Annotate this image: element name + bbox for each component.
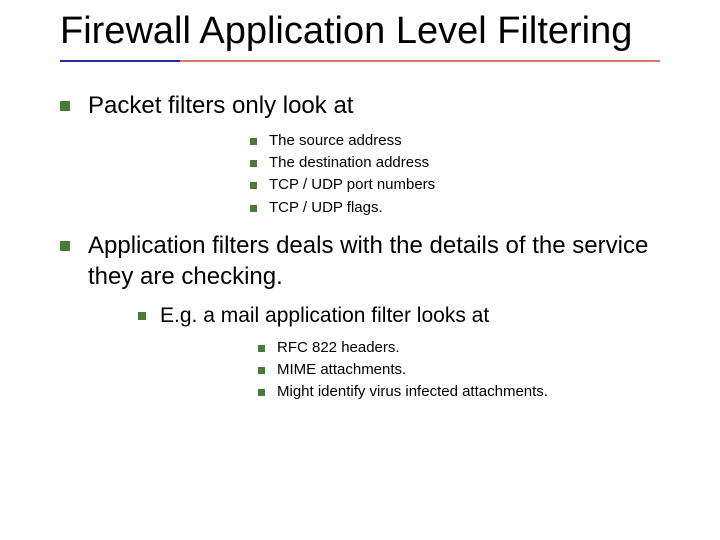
list-item-text: MIME attachments. — [277, 360, 406, 380]
square-bullet-icon — [250, 138, 257, 145]
list-item: The destination address — [250, 153, 680, 173]
list-item: TCP / UDP flags. — [250, 198, 680, 218]
list-item-text: The destination address — [269, 153, 429, 173]
list-item-text: E.g. a mail application filter looks at — [160, 302, 489, 329]
square-bullet-icon — [258, 345, 265, 352]
square-bullet-icon — [60, 101, 70, 111]
list-item: The source address — [250, 131, 680, 151]
square-bullet-icon — [250, 160, 257, 167]
title-underline — [60, 60, 660, 62]
square-bullet-icon — [60, 241, 70, 251]
list-item-text: TCP / UDP flags. — [269, 198, 383, 218]
list-item: RFC 822 headers. — [258, 338, 680, 358]
list-item: Might identify virus infected attachment… — [258, 382, 680, 402]
list-item: TCP / UDP port numbers — [250, 175, 680, 195]
list-item-text: Application filters deals with the detai… — [88, 230, 680, 292]
square-bullet-icon — [250, 182, 257, 189]
list-item: E.g. a mail application filter looks at — [138, 302, 680, 329]
list-item-text: The source address — [269, 131, 402, 151]
slide-title: Firewall Application Level Filtering — [60, 10, 680, 54]
square-bullet-icon — [250, 205, 257, 212]
list-item-text: Packet filters only look at — [88, 90, 353, 121]
list-item-text: TCP / UDP port numbers — [269, 175, 435, 195]
list-item: Packet filters only look at — [60, 90, 680, 121]
square-bullet-icon — [258, 389, 265, 396]
list-item-text: Might identify virus infected attachment… — [277, 382, 548, 402]
list-item-text: RFC 822 headers. — [277, 338, 400, 358]
slide: Firewall Application Level Filtering Pac… — [0, 0, 720, 424]
square-bullet-icon — [138, 312, 146, 320]
square-bullet-icon — [258, 367, 265, 374]
list-item: MIME attachments. — [258, 360, 680, 380]
list-item: Application filters deals with the detai… — [60, 230, 680, 292]
